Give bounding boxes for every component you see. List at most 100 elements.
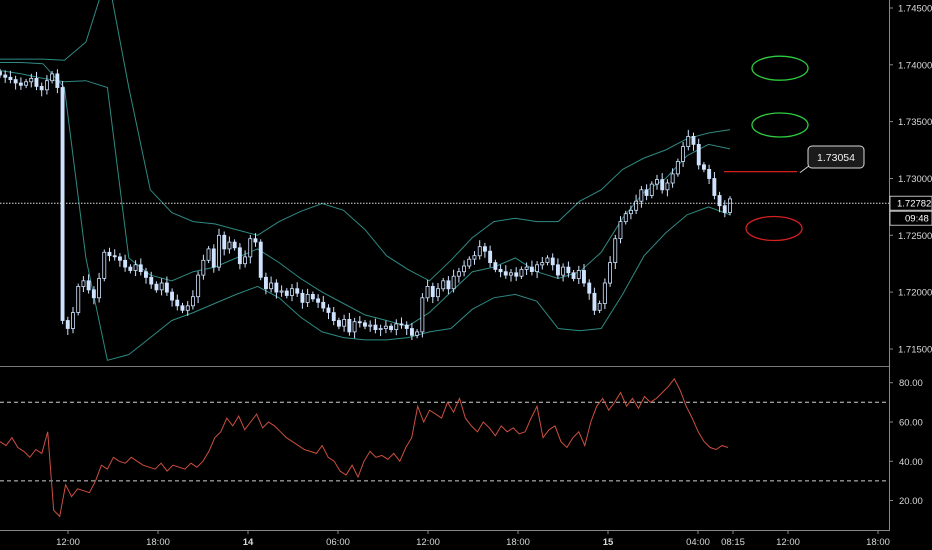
candle-body: [196, 274, 201, 298]
candle-body: [305, 293, 310, 303]
candle-body: [336, 320, 341, 327]
candle-body: [634, 200, 639, 211]
candle-body: [399, 323, 404, 326]
time-tick-label: 08:15: [721, 537, 745, 548]
candle-body: [535, 264, 539, 272]
oscillator-axis[interactable]: 80.00 60.00 40.00 20.00: [889, 378, 923, 507]
candle-body: [107, 251, 112, 257]
candle-body: [201, 259, 206, 276]
candle-body: [34, 78, 39, 87]
candle-body: [415, 331, 420, 336]
candle-body: [540, 262, 545, 266]
candle-body: [18, 82, 23, 86]
candle-body: [185, 305, 190, 311]
candle-body: [670, 173, 675, 184]
candle-body: [102, 251, 107, 279]
oscillator-tick-label: 20.00: [899, 496, 923, 507]
price-axis[interactable]: 1.74500 1.74000 1.73500 1.73000 1.72500 1.720…: [889, 4, 932, 356]
time-tick-label: 12:00: [56, 537, 80, 548]
candle-body: [451, 275, 456, 290]
candle-body: [467, 258, 472, 267]
candle-body: [545, 257, 550, 263]
candle-body: [0, 71, 2, 76]
candle-body: [493, 262, 498, 270]
candle-body: [629, 209, 633, 215]
candle-body: [60, 87, 65, 321]
time-tick-label: 18:00: [866, 537, 890, 548]
candle-body: [503, 271, 508, 276]
candle-body: [138, 264, 143, 272]
candle-body: [462, 265, 466, 273]
candle-body: [321, 301, 326, 309]
candle-body: [258, 241, 263, 278]
green-target-ellipse[interactable]: [751, 112, 809, 138]
candle-body: [342, 318, 347, 327]
bollinger-band-line: [0, 70, 731, 327]
candle-body: [253, 238, 258, 243]
candle-body: [316, 298, 320, 303]
time-tick-label: 15: [603, 537, 614, 548]
candle-body: [644, 189, 649, 196]
candle-body: [420, 297, 425, 333]
candle-body: [655, 179, 659, 185]
candle-body: [227, 241, 232, 250]
candle-body: [394, 323, 399, 330]
candle-body: [279, 290, 284, 293]
candle-body: [86, 280, 91, 291]
candle-body: [71, 312, 75, 329]
time-tick-label: 14: [243, 537, 254, 548]
red-target-ellipse[interactable]: [745, 215, 803, 242]
candle-body: [269, 282, 274, 290]
time-tick-label: 18:00: [146, 537, 170, 548]
candle-body: [118, 256, 122, 261]
candle-body: [206, 248, 211, 261]
price-tick-label: 1.72000: [898, 288, 932, 299]
candle-body: [232, 241, 237, 249]
price-callout-label: 1.73054: [817, 152, 855, 164]
price-tick-label: 1.74000: [898, 60, 932, 71]
countdown-badge: [889, 210, 932, 226]
candle-body: [310, 293, 315, 300]
candle-body: [29, 78, 34, 83]
candle-body: [728, 198, 732, 213]
candle-body: [133, 264, 138, 271]
candle-body: [123, 259, 128, 268]
candle-body: [488, 250, 493, 263]
price-panel[interactable]: 1.73054: [0, 0, 889, 361]
candle-body: [373, 324, 378, 331]
candle-body: [76, 285, 81, 313]
candle-body: [143, 271, 148, 278]
bollinger-band-line: [0, 62, 731, 361]
candle-body: [263, 276, 268, 290]
candle-body: [696, 143, 701, 166]
candle-body: [368, 324, 373, 327]
candle-body: [128, 266, 133, 271]
candle-body: [211, 248, 216, 268]
candle-body: [170, 291, 174, 301]
candle-body: [618, 221, 623, 240]
candle-body: [524, 266, 529, 270]
bollinger-band-line: [0, 0, 731, 282]
candle-body: [587, 282, 592, 294]
oscillator-panel[interactable]: [0, 377, 889, 518]
candle-body: [550, 257, 555, 266]
candle-body: [592, 292, 597, 311]
time-axis[interactable]: 12:00 18:00 14 06:00 12:00 18:00 15 04:00 08:15 1…: [56, 530, 890, 548]
candle-body: [404, 324, 409, 329]
candle-body: [50, 73, 55, 82]
candle-body: [717, 195, 722, 207]
candle-body: [566, 266, 571, 274]
candle-body: [237, 247, 242, 265]
candle-body: [284, 290, 289, 296]
oscillator-series-line: [0, 377, 729, 518]
candle-body: [675, 160, 680, 175]
price-callout-box[interactable]: [807, 145, 865, 169]
green-target-ellipse[interactable]: [751, 55, 809, 81]
time-tick-label: 12:00: [416, 537, 440, 548]
candle-body: [39, 86, 44, 91]
candle-body: [482, 246, 487, 252]
candle-body: [498, 268, 503, 273]
oscillator-line: [0, 377, 889, 518]
candle-body: [190, 296, 195, 307]
